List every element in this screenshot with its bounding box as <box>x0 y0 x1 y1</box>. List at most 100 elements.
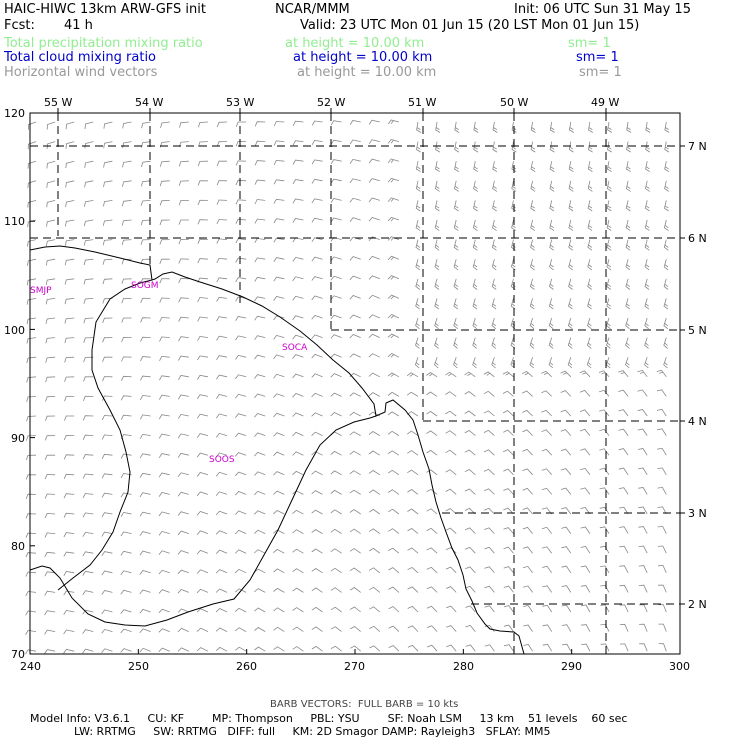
wind-barb <box>26 298 37 305</box>
wind-barb <box>216 160 228 166</box>
wind-barb <box>292 451 304 456</box>
wind-barb <box>587 317 592 330</box>
wind-barb <box>216 121 228 128</box>
wind-barb <box>657 506 667 515</box>
wind-barb <box>368 528 381 534</box>
wind-barb <box>415 161 421 173</box>
wind-barb <box>216 394 228 399</box>
wind-barb <box>177 491 189 497</box>
wind-barb <box>453 200 459 212</box>
right-lat-label-2n: 2 N <box>688 598 707 611</box>
wind-barb <box>522 526 533 534</box>
wind-barb <box>121 258 132 265</box>
wind-barb <box>492 161 498 173</box>
wind-barb <box>177 433 189 439</box>
wind-barb <box>292 373 304 379</box>
wind-barb <box>120 511 132 517</box>
wind-barb <box>330 450 342 456</box>
wind-barb <box>503 449 514 456</box>
wind-barb <box>159 355 170 361</box>
wind-barb <box>63 551 75 557</box>
wind-barb <box>235 140 247 147</box>
wind-barb <box>45 376 56 383</box>
wind-barb <box>178 336 189 342</box>
wind-barb <box>607 121 613 133</box>
wind-barb <box>530 161 536 173</box>
wind-barb <box>196 588 209 594</box>
wind-barb <box>292 646 304 652</box>
wind-barb <box>561 585 572 593</box>
wind-barb <box>235 646 247 652</box>
wind-barb <box>568 180 574 192</box>
wind-barb <box>196 608 209 613</box>
wind-barb <box>645 121 651 133</box>
wind-barb <box>407 469 419 476</box>
wind-barb <box>561 604 572 613</box>
wind-barb <box>619 584 629 593</box>
wind-barb <box>216 316 228 322</box>
wind-barb <box>63 590 75 596</box>
wind-barb <box>368 489 381 495</box>
wind-barb <box>330 353 342 359</box>
wind-barb <box>542 604 553 613</box>
wind-barb <box>434 180 440 192</box>
right-lat-label-3n: 3 N <box>688 507 707 520</box>
wind-barb <box>388 528 400 534</box>
wind-barb <box>215 491 228 496</box>
wind-barb <box>44 571 56 577</box>
wind-barb <box>580 507 591 515</box>
wind-barb <box>434 259 440 271</box>
wind-barb <box>567 317 573 330</box>
wind-barb <box>657 428 667 436</box>
wind-barb <box>580 565 591 574</box>
wind-barb <box>25 532 37 538</box>
wind-barb <box>178 355 189 361</box>
wind-barb <box>639 623 648 632</box>
wind-barb <box>82 590 94 596</box>
wind-barb <box>292 179 304 185</box>
wind-barb <box>445 527 457 534</box>
wind-barb <box>445 508 457 515</box>
wind-barb <box>44 551 56 557</box>
wind-barb <box>368 236 380 241</box>
wind-barb <box>637 428 648 436</box>
wind-barb <box>472 317 478 330</box>
wind-barb <box>25 571 37 577</box>
wind-barb <box>254 218 266 224</box>
wind-barb <box>407 605 419 613</box>
wind-barb <box>83 356 94 363</box>
wind-barb <box>503 624 514 632</box>
wind-barb <box>177 452 189 458</box>
wind-barb <box>435 121 441 133</box>
wind-barb <box>426 449 438 456</box>
wind-barb <box>82 473 94 479</box>
wind-barb <box>64 239 75 246</box>
wind-barb <box>121 278 132 284</box>
wind-barb <box>216 277 228 283</box>
wind-barb <box>657 545 667 554</box>
wind-barb <box>511 141 517 153</box>
wind-barb <box>158 608 170 614</box>
wind-barb <box>139 531 151 536</box>
wind-barb <box>140 278 151 284</box>
wind-barb <box>549 200 555 212</box>
field-precip-name: Total precipitation mixing ratio <box>4 36 203 51</box>
wind-barb <box>625 317 630 330</box>
wind-barb <box>484 644 495 652</box>
wind-barb <box>465 605 476 613</box>
wind-barb <box>158 453 170 459</box>
wind-barb <box>349 411 361 417</box>
field-cloud-name: Total cloud mixing ratio <box>4 50 157 65</box>
field-cloud-sm: sm= 1 <box>576 50 619 65</box>
wind-barb <box>663 239 669 251</box>
wind-barb <box>101 512 113 518</box>
wind-barb <box>529 317 535 330</box>
wind-barb <box>292 529 304 534</box>
wind-barb <box>638 467 648 476</box>
wind-barb <box>45 356 56 363</box>
wind-barb <box>587 161 593 173</box>
wind-barb <box>330 198 342 203</box>
wind-barb <box>177 647 189 652</box>
wind-barb <box>580 448 591 456</box>
wind-barb <box>102 337 113 343</box>
